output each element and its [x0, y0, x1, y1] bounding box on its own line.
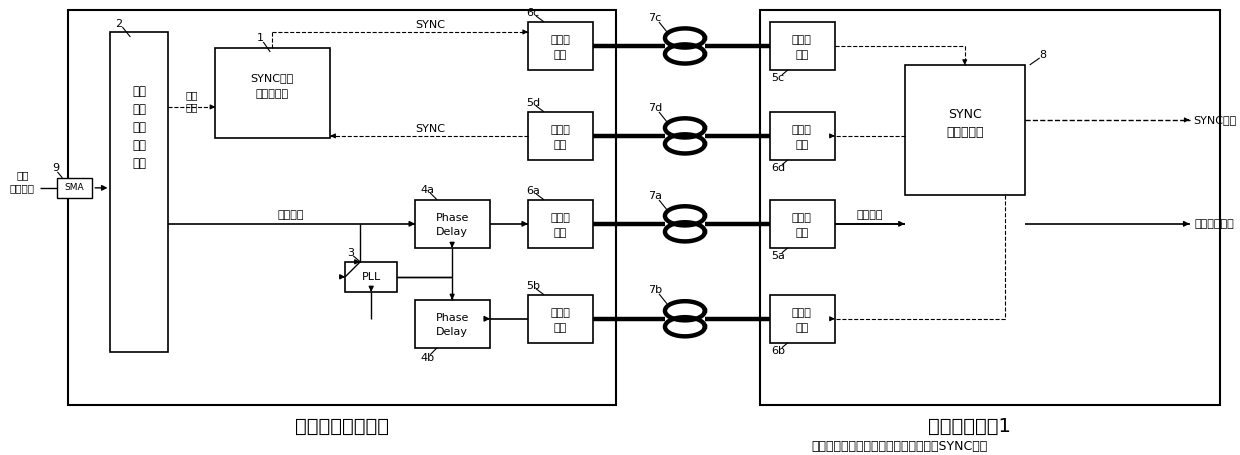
Text: PLL: PLL: [362, 272, 381, 282]
Bar: [770, 112, 835, 160]
Text: 时钟: 时钟: [185, 102, 197, 112]
Text: SMA: SMA: [64, 183, 84, 192]
Text: 电转光: 电转光: [792, 125, 812, 135]
Bar: [110, 32, 169, 352]
Bar: [216, 48, 330, 138]
Text: 模块: 模块: [795, 323, 808, 333]
Text: 参考时钟: 参考时钟: [857, 210, 883, 220]
Text: 分发: 分发: [133, 139, 146, 152]
Text: 5b: 5b: [526, 281, 541, 291]
Text: 模块: 模块: [553, 228, 567, 238]
Text: 6c: 6c: [527, 8, 539, 18]
Text: 参考时钟输出: 参考时钟输出: [1194, 219, 1235, 229]
Text: 光转电: 光转电: [792, 213, 812, 223]
Text: Phase: Phase: [435, 213, 469, 223]
Text: 7a: 7a: [649, 191, 662, 201]
Bar: [528, 295, 593, 343]
Text: 模块: 模块: [133, 157, 146, 170]
Text: SYNC输出: SYNC输出: [1193, 115, 1236, 125]
Text: SYNC分发: SYNC分发: [250, 73, 294, 83]
Text: 时钟: 时钟: [133, 86, 146, 98]
Text: SYNC: SYNC: [947, 108, 982, 121]
Text: 光转电: 光转电: [551, 308, 570, 318]
Text: 和接收模块: 和接收模块: [255, 89, 289, 99]
Text: 9: 9: [52, 163, 60, 173]
Bar: [68, 10, 616, 404]
Text: 参考时钟: 参考时钟: [278, 210, 305, 220]
Text: 5c: 5c: [771, 73, 785, 83]
Text: 5d: 5d: [526, 98, 541, 108]
Bar: [57, 178, 93, 198]
Bar: [770, 22, 835, 70]
Text: 6a: 6a: [526, 186, 539, 196]
Text: 模块: 模块: [795, 140, 808, 150]
Bar: [528, 22, 593, 70]
Text: 模块: 模块: [795, 228, 808, 238]
Text: 模块: 模块: [795, 50, 808, 60]
Bar: [528, 112, 593, 160]
Text: Delay: Delay: [436, 327, 469, 337]
Text: 延迟: 延迟: [133, 121, 146, 134]
Text: SYNC: SYNC: [415, 20, 445, 30]
Text: 8: 8: [1039, 50, 1047, 60]
Bar: [415, 300, 490, 348]
Text: 7c: 7c: [649, 13, 662, 23]
Text: 5a: 5a: [771, 251, 785, 261]
Text: 3: 3: [347, 248, 353, 258]
Bar: [760, 10, 1220, 404]
Text: 周期: 周期: [133, 103, 146, 116]
Text: 4a: 4a: [420, 185, 434, 195]
Text: 电转光: 电转光: [551, 35, 570, 45]
Text: 远端测量节点1: 远端测量节点1: [929, 417, 1011, 436]
Text: 电转光: 电转光: [551, 213, 570, 223]
Text: Phase: Phase: [435, 313, 469, 323]
Text: 注：细实线代表时钟路径；细虚线代表SYNC路径: 注：细实线代表时钟路径；细虚线代表SYNC路径: [812, 440, 988, 453]
Bar: [770, 295, 835, 343]
Bar: [345, 262, 397, 292]
Text: 模块: 模块: [553, 140, 567, 150]
Text: 电转光: 电转光: [792, 308, 812, 318]
Text: 1: 1: [257, 33, 264, 43]
Text: SYNC: SYNC: [415, 124, 445, 134]
Bar: [770, 200, 835, 248]
Text: 重采样模块: 重采样模块: [946, 126, 983, 139]
Text: 7b: 7b: [649, 285, 662, 295]
Text: 光转电: 光转电: [792, 35, 812, 45]
Text: 本地数据处理中心: 本地数据处理中心: [295, 417, 389, 436]
Text: 7d: 7d: [647, 103, 662, 113]
Text: 参考时钟: 参考时钟: [10, 183, 35, 193]
Text: 模块: 模块: [553, 50, 567, 60]
Text: 参考: 参考: [185, 90, 197, 100]
Bar: [905, 65, 1024, 195]
Text: 模块: 模块: [553, 323, 567, 333]
Text: 全局: 全局: [16, 170, 29, 180]
Text: 4b: 4b: [420, 353, 434, 363]
Bar: [528, 200, 593, 248]
Text: 6b: 6b: [771, 346, 785, 356]
Bar: [415, 200, 490, 248]
Text: 光转电: 光转电: [551, 125, 570, 135]
Text: 6d: 6d: [771, 163, 785, 173]
Text: Delay: Delay: [436, 227, 469, 237]
Text: 2: 2: [115, 19, 122, 29]
